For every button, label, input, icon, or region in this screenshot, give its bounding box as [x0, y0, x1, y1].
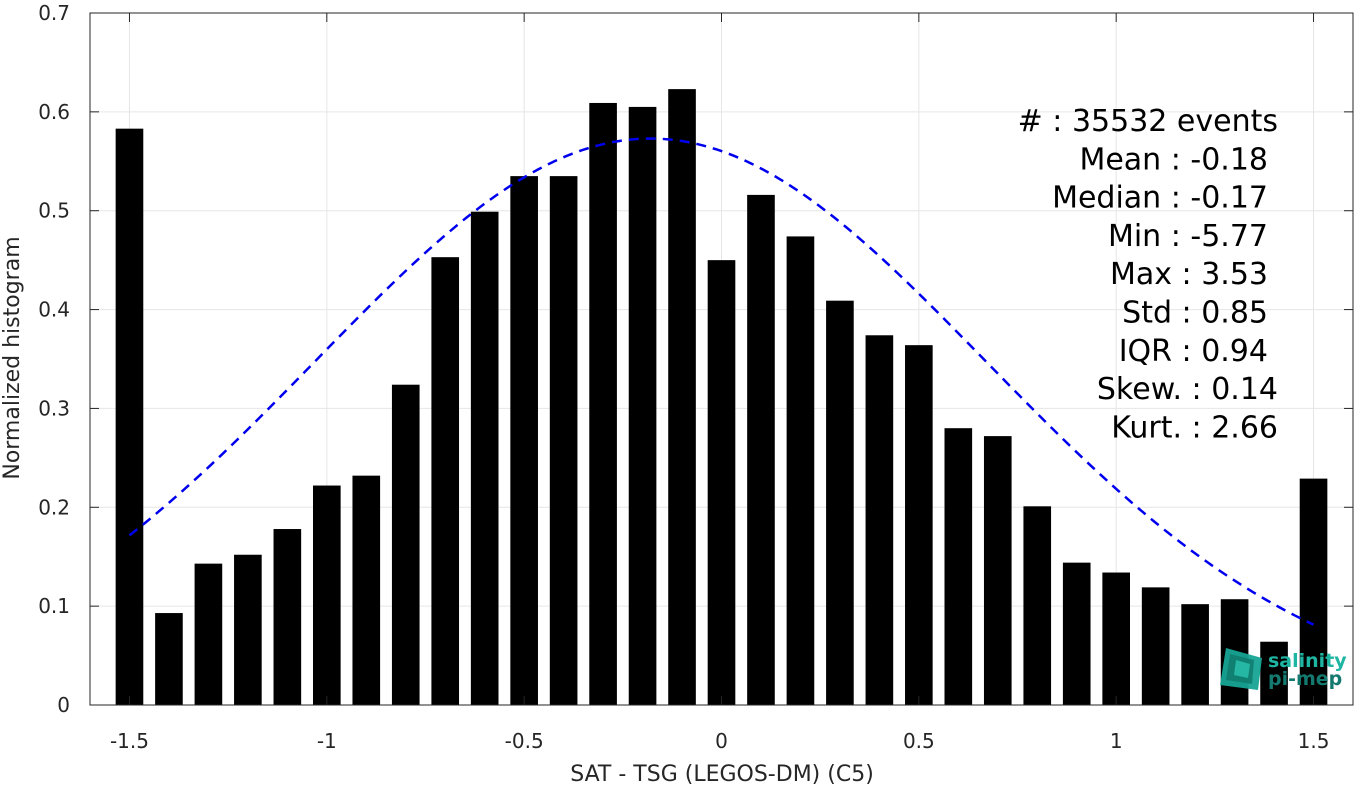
- histogram-bars: [115, 89, 1328, 706]
- histogram-bar: [707, 260, 736, 705]
- stats-line: Median : -0.17: [1052, 181, 1268, 216]
- axes-box: [89, 12, 1354, 706]
- grid-lines: [90, 12, 1353, 706]
- histogram-bar: [865, 335, 894, 705]
- stats-line: # : 35532 events: [1018, 104, 1278, 139]
- histogram-bar: [155, 613, 183, 705]
- histogram-bar: [194, 563, 223, 705]
- logo-text-pi-mep: pi-mep: [1268, 668, 1342, 690]
- histogram-bar: [668, 89, 696, 706]
- histogram-bar: [589, 102, 617, 705]
- histogram-bar: [1102, 572, 1131, 705]
- stats-line: IQR : 0.94: [1119, 334, 1268, 369]
- histogram-bar: [628, 106, 657, 705]
- histogram-bar: [905, 345, 933, 705]
- histogram-bar: [549, 176, 578, 706]
- histogram-bar: [391, 384, 420, 705]
- logo-mark-icon: [1220, 648, 1262, 690]
- stats-line: Max : 3.53: [1110, 257, 1268, 292]
- histogram-bar: [1062, 562, 1091, 705]
- x-axis-title: SAT - TSG (LEGOS-DM) (C5): [570, 762, 874, 785]
- histogram-bar: [470, 211, 499, 705]
- x-tick-label: 1.5: [1298, 729, 1330, 753]
- histogram-bar: [983, 436, 1012, 705]
- histogram-bar: [786, 236, 815, 705]
- histogram-bar: [826, 300, 854, 705]
- x-tick-labels: -1.5 -1 -0.5 0 0.5 1 1.5: [110, 729, 1329, 753]
- y-tick-label: 0.5: [38, 199, 70, 223]
- salinity-pi-mep-logo: salinity pi-mep: [1220, 648, 1347, 690]
- x-tick-label: -1.5: [110, 729, 149, 753]
- histogram-bar: [352, 475, 381, 705]
- histogram-bar: [234, 554, 262, 705]
- stats-line: Skew. : 0.14: [1097, 372, 1278, 407]
- histogram-bar: [747, 194, 775, 705]
- histogram-bar: [1181, 604, 1209, 705]
- stats-line: Std : 0.85: [1122, 296, 1268, 331]
- x-tick-label: -1: [317, 729, 337, 753]
- x-tick-label: 0.5: [903, 729, 935, 753]
- histogram-bar: [431, 257, 460, 705]
- histogram-bar: [1299, 478, 1328, 705]
- histogram-bar: [1260, 641, 1288, 705]
- stats-line: Kurt. : 2.66: [1111, 410, 1278, 445]
- x-tick-label: -0.5: [505, 729, 544, 753]
- histogram-bar: [510, 176, 538, 706]
- x-tick-label: 0: [715, 729, 728, 753]
- y-tick-label: 0.7: [38, 1, 70, 25]
- histogram-bar: [944, 428, 973, 705]
- logo-text-salinity: salinity: [1268, 650, 1347, 672]
- y-axis-title: Normalized histogram: [0, 236, 25, 479]
- y-tick-label: 0.1: [38, 594, 70, 618]
- histogram-bar: [115, 128, 144, 706]
- histogram-bar: [312, 485, 341, 705]
- y-tick-label: 0.4: [38, 298, 70, 322]
- y-tick-label: 0: [57, 693, 70, 717]
- histogram-bar: [1023, 506, 1052, 705]
- y-tick-labels: 0 0.1 0.2 0.3 0.4 0.5 0.6 0.7: [38, 1, 70, 717]
- x-tick-label: 1: [1110, 729, 1123, 753]
- histogram-bar: [1141, 587, 1170, 705]
- gaussian-fit-curve: [128, 137, 1315, 626]
- histogram-bar: [273, 529, 302, 705]
- stats-line: Mean : -0.18: [1079, 142, 1268, 177]
- y-tick-label: 0.2: [38, 495, 70, 519]
- stats-line: Min : -5.77: [1108, 219, 1268, 254]
- y-tick-label: 0.3: [38, 396, 70, 420]
- y-tick-label: 0.6: [38, 100, 70, 124]
